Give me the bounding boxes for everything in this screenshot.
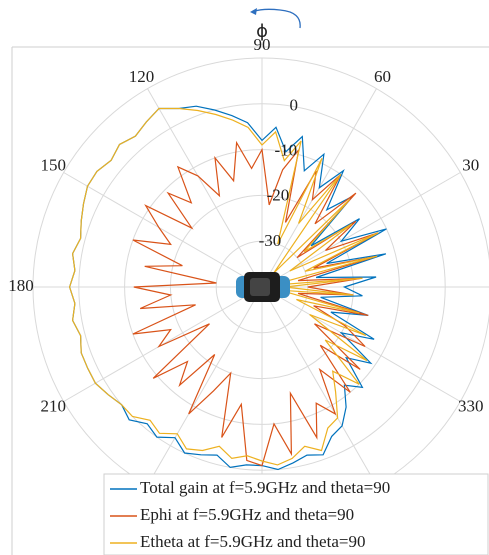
- theta-tick-label: 210: [41, 396, 67, 415]
- theta-tick-label: 30: [462, 155, 479, 174]
- car-icon: [236, 272, 290, 302]
- grid-spoke: [147, 286, 263, 486]
- r-tick-label: 0: [290, 95, 299, 114]
- theta-tick-label: 180: [8, 276, 34, 295]
- rotation-arrow-head: [250, 8, 257, 15]
- theta-tick-label: 90: [254, 35, 271, 54]
- legend-box: [103, 473, 489, 555]
- r-tick-label: -20: [267, 186, 290, 205]
- grid-spoke: [261, 286, 377, 486]
- r-tick-label: -10: [275, 141, 298, 160]
- series-line: [68, 107, 379, 466]
- theta-tick-label: 150: [41, 155, 67, 174]
- grid-spoke: [63, 172, 263, 288]
- grid-group: [32, 57, 489, 517]
- legend: Total gain at f=5.9GHz and theta=90 Ephi …: [103, 473, 489, 555]
- grid-spoke: [147, 88, 263, 288]
- series-line: [132, 140, 379, 467]
- legend-label: Total gain at f=5.9GHz and theta=90: [140, 478, 390, 497]
- grid-spoke: [261, 172, 461, 288]
- theta-tick-label: 60: [374, 67, 391, 86]
- legend-label: Ephi at f=5.9GHz and theta=90: [140, 505, 354, 524]
- theta-tick-label: 120: [129, 67, 155, 86]
- theta-label: ϕ: [256, 21, 268, 42]
- rotation-arrow: [251, 8, 301, 29]
- legend-label: Etheta at f=5.9GHz and theta=90: [140, 532, 365, 551]
- r-tick-label: -30: [259, 231, 282, 250]
- theta-tick-label: 330: [458, 396, 484, 415]
- data-group: [68, 105, 387, 471]
